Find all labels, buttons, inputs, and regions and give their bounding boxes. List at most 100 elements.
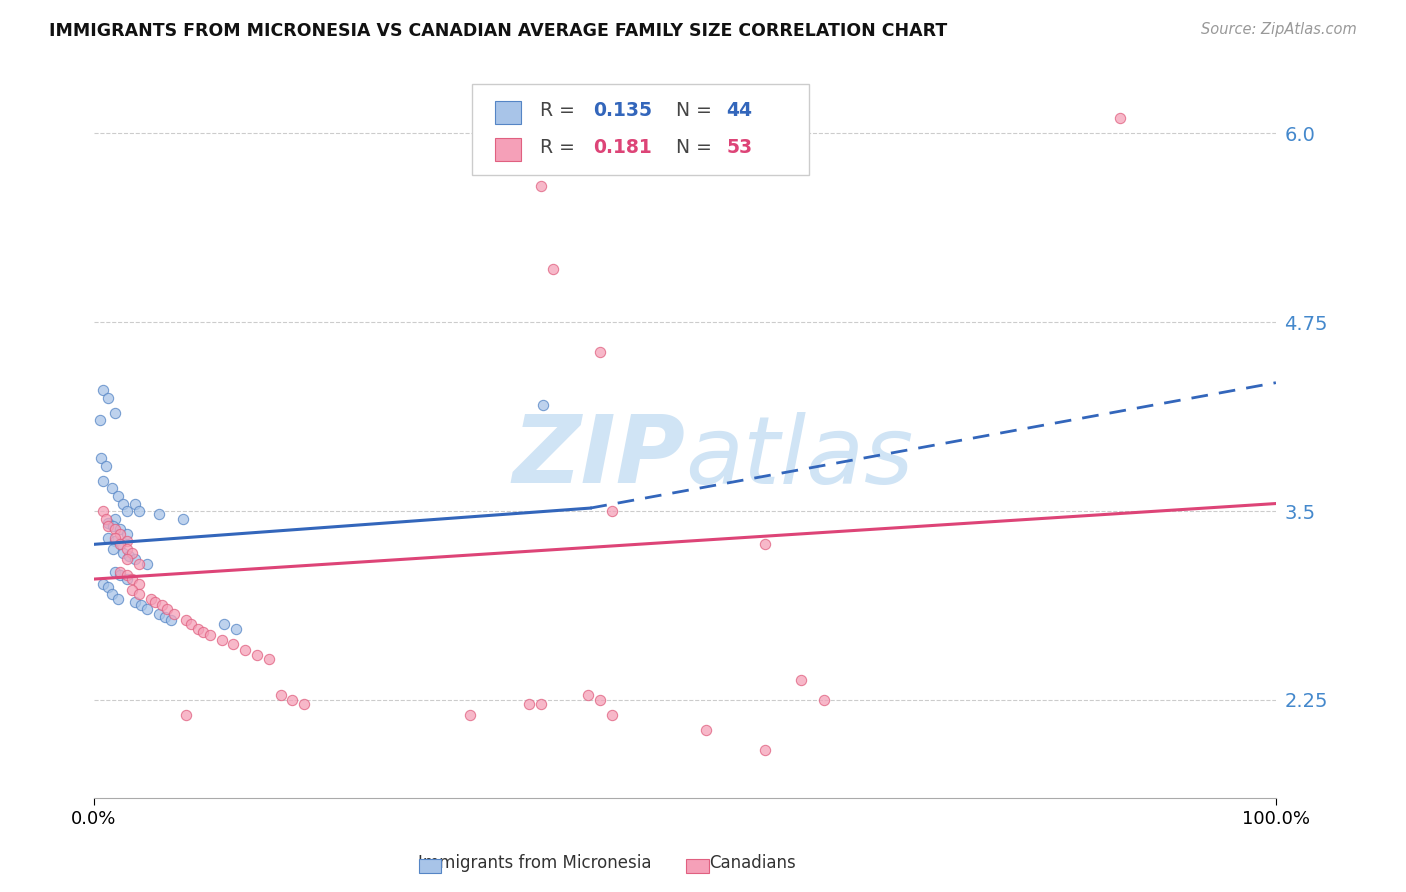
Point [211,632,233,647]
Point [187,622,209,636]
Point [108,565,131,579]
Point [115,504,138,518]
Point [108,526,131,541]
Point [97,531,120,545]
Point [198,628,221,642]
Point [222,637,245,651]
Point [257,652,280,666]
Point [100,482,122,496]
Text: 0.135: 0.135 [593,102,652,120]
FancyBboxPatch shape [495,101,520,124]
Point [112,546,135,560]
Text: ZIP: ZIP [512,411,685,503]
Point [172,511,194,525]
Point [754,537,776,551]
Point [107,489,129,503]
Point [115,526,138,541]
Point [128,504,150,518]
Point [174,708,197,723]
Point [174,613,197,627]
Point [212,617,235,632]
Point [108,522,131,536]
FancyBboxPatch shape [472,84,808,175]
Point [124,552,146,566]
Point [180,617,202,632]
Point [531,398,554,412]
Point [104,565,127,579]
Text: Immigrants from Micronesia: Immigrants from Micronesia [418,855,651,872]
Text: 0.181: 0.181 [593,138,651,157]
Point [97,391,120,405]
Point [115,552,138,566]
Text: N =: N = [664,138,717,157]
Point [108,567,131,582]
Point [97,580,120,594]
Point [108,537,131,551]
Text: R =: R = [540,102,581,120]
Point [104,534,127,549]
Text: N =: N = [664,102,717,120]
Point [695,723,717,738]
Point [108,537,131,551]
Point [115,541,138,556]
Point [156,602,179,616]
Point [124,595,146,609]
Point [93,576,115,591]
Point [589,345,612,359]
Point [104,511,127,525]
Point [790,673,813,688]
Point [270,689,292,703]
Text: R =: R = [540,138,581,157]
Text: Canadians: Canadians [709,855,796,872]
Point [281,693,304,707]
Point [104,522,127,536]
Point [107,591,129,606]
Point [148,607,170,621]
Point [191,624,214,639]
Point [530,698,553,712]
Point [754,743,776,757]
Point [246,648,269,662]
Point [115,572,138,586]
Point [541,262,564,277]
Point [233,643,256,657]
Point [121,572,143,586]
Point [101,519,124,533]
Point [163,607,186,621]
Point [136,602,159,616]
Text: IMMIGRANTS FROM MICRONESIA VS CANADIAN AVERAGE FAMILY SIZE CORRELATION CHART: IMMIGRANTS FROM MICRONESIA VS CANADIAN A… [49,22,948,40]
Point [90,451,112,466]
Point [97,519,120,533]
Text: Source: ZipAtlas.com: Source: ZipAtlas.com [1201,22,1357,37]
Text: 44: 44 [727,102,752,120]
Point [112,497,135,511]
Point [128,576,150,591]
Point [93,383,115,397]
Point [89,413,111,427]
Point [148,507,170,521]
Point [153,610,176,624]
Point [145,595,167,609]
Point [93,504,115,518]
Point [115,534,138,549]
Point [600,708,623,723]
Point [101,541,124,556]
Point [589,693,612,707]
Point [128,587,150,601]
FancyBboxPatch shape [495,137,520,161]
Point [124,497,146,511]
Point [292,698,315,712]
Point [530,179,553,194]
Point [1108,112,1130,126]
Point [118,549,141,564]
Point [152,598,174,612]
Text: atlas: atlas [685,412,912,503]
Point [225,622,247,636]
Point [129,598,152,612]
Point [100,587,122,601]
Point [121,546,143,560]
Point [121,582,143,597]
Point [94,458,117,473]
Point [94,511,117,525]
Point [517,698,540,712]
